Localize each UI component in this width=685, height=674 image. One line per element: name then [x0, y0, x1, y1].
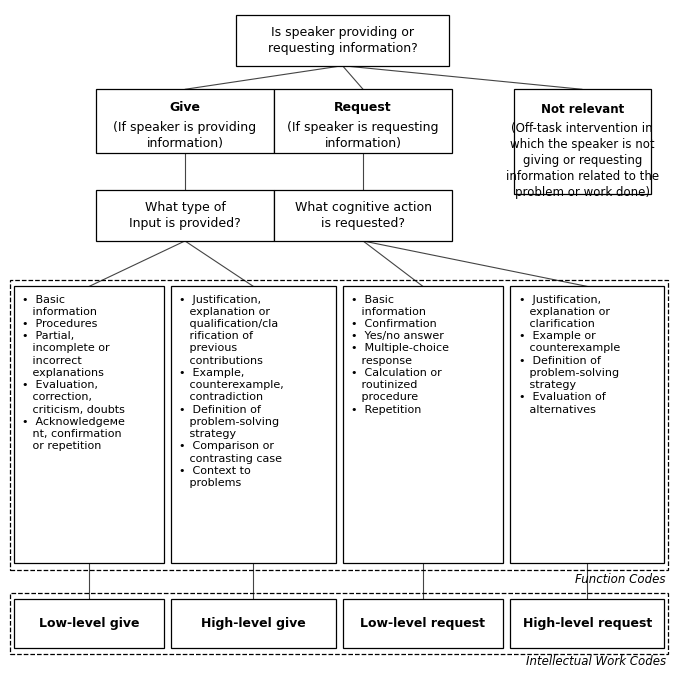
- Text: (Off-task intervention in
which the speaker is not
giving or requesting
informat: (Off-task intervention in which the spea…: [506, 122, 659, 199]
- Text: (If speaker is providing
information): (If speaker is providing information): [114, 121, 256, 150]
- Bar: [342, 286, 503, 563]
- Bar: [171, 599, 336, 648]
- Text: Is speaker providing or
requesting information?: Is speaker providing or requesting infor…: [268, 26, 417, 55]
- Bar: [14, 286, 164, 563]
- Bar: [514, 89, 651, 194]
- Text: Function Codes: Function Codes: [575, 573, 666, 586]
- Text: High-level give: High-level give: [201, 617, 306, 630]
- Text: Not relevant: Not relevant: [540, 102, 624, 115]
- Bar: [274, 190, 452, 241]
- Bar: [274, 90, 452, 154]
- Bar: [96, 90, 274, 154]
- Text: Low-level give: Low-level give: [39, 617, 139, 630]
- Bar: [14, 599, 164, 648]
- Bar: [510, 286, 664, 563]
- Text: •  Basic
   information
•  Confirmation
•  Yes/no answer
•  Multiple-choice
   r: • Basic information • Confirmation • Yes…: [351, 295, 449, 415]
- Bar: [96, 190, 274, 241]
- Bar: [10, 280, 668, 570]
- Text: •  Justification,
   explanation or
   clarification
•  Example or
   counterexa: • Justification, explanation or clarific…: [519, 295, 620, 415]
- Text: What cognitive action
is requested?: What cognitive action is requested?: [295, 201, 432, 231]
- Text: What type of
Input is provided?: What type of Input is provided?: [129, 201, 241, 231]
- Text: Low-level request: Low-level request: [360, 617, 486, 630]
- Text: High-level request: High-level request: [523, 617, 652, 630]
- Bar: [236, 16, 449, 66]
- Text: •  Basic
   information
•  Procedures
•  Partial,
   incomplete or
   incorrect
: • Basic information • Procedures • Parti…: [22, 295, 125, 452]
- Text: Intellectual Work Codes: Intellectual Work Codes: [525, 655, 666, 669]
- Text: (If speaker is requesting
information): (If speaker is requesting information): [287, 121, 439, 150]
- Bar: [10, 593, 668, 654]
- Text: Give: Give: [169, 101, 201, 114]
- Text: •  Justification,
   explanation or
   qualification/cla
   rification of
   pre: • Justification, explanation or qualific…: [179, 295, 284, 488]
- Text: Request: Request: [334, 101, 392, 114]
- Bar: [510, 599, 664, 648]
- Bar: [171, 286, 336, 563]
- Bar: [342, 599, 503, 648]
